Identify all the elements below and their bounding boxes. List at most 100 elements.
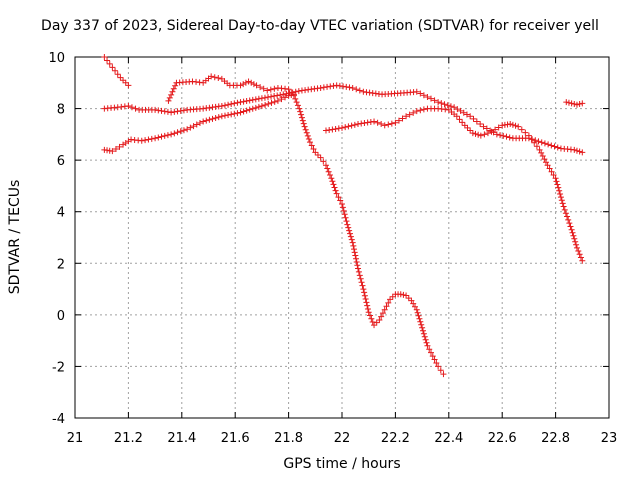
data-point (477, 121, 484, 128)
data-point (125, 82, 132, 89)
data-point (339, 204, 346, 211)
data-point (271, 93, 278, 100)
data-point (562, 210, 569, 217)
y-axis: -4 -2 0 2 4 6 8 10 (48, 51, 609, 427)
data-point (200, 118, 207, 125)
data-point (237, 82, 244, 89)
data-point (422, 336, 429, 343)
data-point (383, 303, 390, 310)
data-point (410, 300, 417, 307)
data-point (357, 275, 364, 282)
data-point (423, 339, 430, 346)
data-point (371, 322, 378, 329)
data-point (353, 258, 360, 265)
data-point (265, 100, 272, 107)
data-point (138, 137, 145, 144)
data-point (351, 121, 358, 128)
data-point (225, 101, 232, 108)
data-point (378, 121, 385, 128)
x-tick-label: 22.2 (381, 431, 410, 446)
data-point (231, 110, 238, 117)
data-point (364, 302, 371, 309)
y-tick-label: 4 (57, 206, 65, 221)
data-point (558, 197, 565, 204)
data-point (352, 252, 359, 259)
y-tick-label: 8 (57, 103, 65, 118)
data-point (451, 104, 458, 111)
data-point (484, 130, 491, 137)
data-point (171, 130, 178, 137)
data-point (325, 168, 332, 175)
data-point (249, 96, 256, 103)
data-point (400, 291, 407, 298)
data-point (237, 109, 244, 116)
data-point (475, 131, 482, 138)
data-point (208, 73, 215, 80)
data-point (507, 121, 514, 128)
data-point (165, 97, 172, 104)
data-point (361, 289, 368, 296)
data-point (347, 230, 354, 237)
data-point (234, 99, 241, 106)
data-point (305, 135, 312, 142)
data-point (341, 211, 348, 218)
data-point (155, 134, 162, 141)
data-point (317, 84, 324, 91)
data-point (252, 104, 259, 111)
data-point (568, 100, 575, 107)
data-point (312, 149, 319, 156)
data-point (203, 117, 210, 124)
data-point (459, 119, 466, 126)
data-point (168, 91, 175, 98)
data-point (298, 111, 305, 118)
y-tick-label: 2 (57, 257, 65, 272)
data-point (413, 306, 420, 313)
data-point (298, 114, 305, 121)
x-tick-label: 21.6 (221, 431, 250, 446)
data-point (368, 315, 375, 322)
series-sat-a (101, 54, 132, 89)
data-point (302, 126, 309, 133)
data-point (347, 233, 354, 240)
x-axis-label: GPS time / hours (283, 456, 401, 472)
data-point (411, 303, 418, 310)
data-point (438, 100, 445, 107)
data-point (533, 143, 540, 150)
data-point (387, 296, 394, 303)
data-point (565, 99, 572, 106)
data-point (342, 214, 349, 221)
data-point (563, 99, 570, 106)
data-point (414, 309, 421, 316)
data-point (493, 131, 500, 138)
data-point (221, 112, 228, 119)
data-point (164, 108, 171, 115)
data-point (340, 83, 347, 90)
data-point (221, 102, 228, 109)
data-point (403, 292, 410, 299)
data-point (260, 85, 267, 92)
series-sat-b (101, 82, 586, 156)
data-point (353, 255, 360, 262)
data-point (112, 145, 119, 152)
data-point (497, 132, 504, 139)
data-point (566, 220, 573, 227)
data-point (473, 118, 480, 125)
data-point (265, 94, 272, 101)
data-point (426, 346, 433, 353)
data-point (332, 125, 339, 132)
data-point (420, 106, 427, 113)
data-point (573, 244, 580, 251)
data-point (506, 134, 513, 141)
data-point (435, 99, 442, 106)
data-point (405, 295, 412, 302)
x-tick-label: 22 (334, 431, 351, 446)
data-point (561, 206, 568, 213)
data-point (145, 136, 152, 143)
data-point (548, 142, 555, 149)
data-point (428, 95, 434, 102)
data-point (343, 218, 350, 225)
data-point (166, 94, 173, 101)
data-point (190, 123, 197, 130)
data-point (261, 94, 268, 101)
data-point (285, 86, 292, 93)
